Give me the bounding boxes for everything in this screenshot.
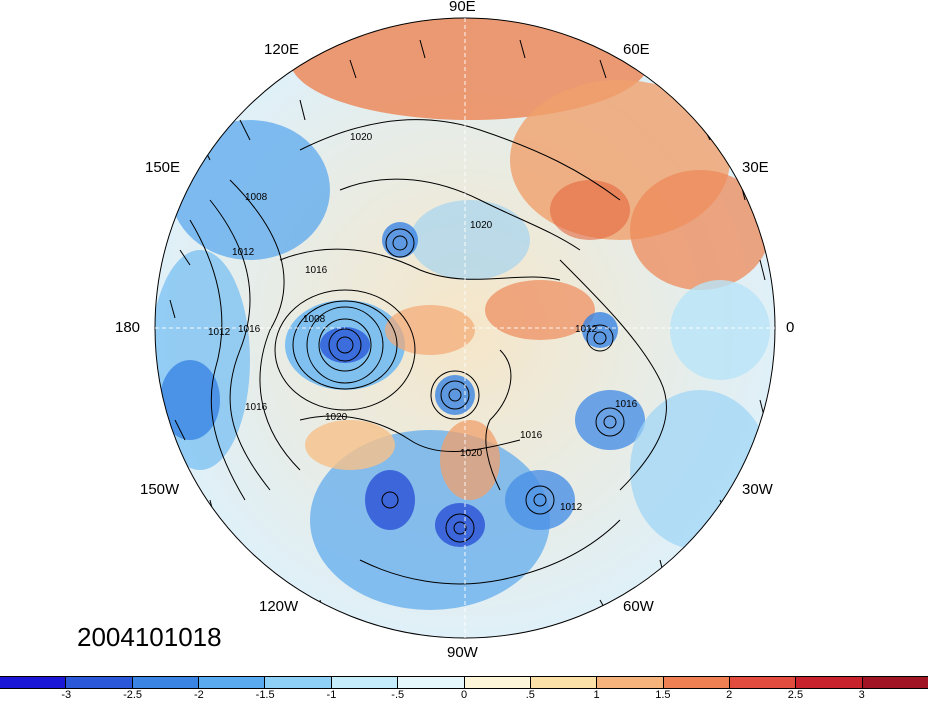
isobar-label: 1016	[245, 402, 268, 413]
isobar-label: 1020	[460, 448, 483, 459]
longitude-label-120e: 120E	[264, 41, 300, 58]
isobar-label: 1016	[305, 265, 328, 276]
isobar-label: 1008	[303, 314, 326, 325]
longitude-label-30w: 30W	[742, 481, 773, 498]
longitude-label-150e: 150E	[145, 159, 181, 176]
colorbar-tick-label: 1.5	[655, 689, 671, 701]
colorbar-bin	[265, 677, 332, 688]
colorbar-tick-label: 1	[593, 689, 600, 701]
isobar-label: 1012	[560, 502, 583, 513]
longitude-label-150w: 150W	[140, 481, 180, 498]
colorbar-bin	[398, 677, 465, 688]
longitude-label-60e: 60E	[623, 41, 650, 58]
colorbar-bin	[796, 677, 863, 688]
colorbar-tick-label: -1.5	[255, 689, 275, 701]
isobar-label: 1008	[245, 192, 268, 203]
colorbar-tick-label: -3	[61, 689, 72, 701]
colorbar-bin	[530, 677, 598, 688]
date-time-label: 2004101018	[77, 622, 222, 652]
colorbar-tick-label: -2	[193, 689, 204, 701]
isobar-label-group: 1020 1016 1012 1008 1016 1012 1016 1008 …	[208, 132, 638, 513]
longitude-label-90e: 90E	[449, 0, 476, 15]
longitude-label-120w: 120W	[259, 598, 299, 615]
colorbar-tick-label: 0	[460, 689, 468, 701]
colorbar-tick-label: 2.5	[787, 689, 804, 701]
isobar-label: 1012	[208, 327, 231, 338]
colorbar-bin	[331, 677, 399, 688]
isobar-label: 1020	[350, 132, 373, 143]
isobar-label: 1020	[325, 412, 348, 423]
colorbar-tick-label: -.5	[391, 689, 405, 701]
isobar-label: 1012	[575, 324, 598, 335]
isobar-label: 1016	[615, 399, 638, 410]
colorbar-bin	[862, 677, 928, 688]
isobar-contours	[189, 119, 667, 585]
isobar-label: 1020	[470, 220, 493, 231]
longitude-label-30e: 30E	[742, 159, 769, 176]
colorbar-bin	[199, 677, 266, 688]
colorbar-tick-label: -1	[326, 689, 337, 701]
colorbar-bin	[464, 677, 531, 688]
colorbar-bin	[66, 677, 133, 688]
graticule	[155, 18, 775, 638]
isobar-label: 1016	[238, 324, 261, 335]
colorbar	[0, 676, 928, 689]
colorbar-bin	[597, 677, 664, 688]
colorbar-bin	[0, 677, 67, 688]
colorbar-tick-label: -2.5	[123, 689, 143, 701]
colorbar-tick-label: .5	[525, 689, 535, 701]
longitude-label-90w: 90W	[447, 644, 478, 661]
polar-stereographic-map: 1020 1016 1012 1008 1016 1012 1016 1008 …	[154, 17, 776, 639]
colorbar-tick-label: 2	[726, 689, 733, 701]
longitude-label-180: 180	[115, 319, 141, 336]
colorbar-bin	[729, 677, 797, 688]
colorbar-bin	[132, 677, 200, 688]
isobar-label: 1012	[232, 247, 255, 258]
colorbar-tick-label: 3	[858, 689, 865, 701]
longitude-label-0: 0	[786, 319, 795, 336]
longitude-label-60w: 60W	[623, 598, 654, 615]
colorbar-bin	[663, 677, 730, 688]
isobar-label: 1016	[520, 430, 543, 441]
